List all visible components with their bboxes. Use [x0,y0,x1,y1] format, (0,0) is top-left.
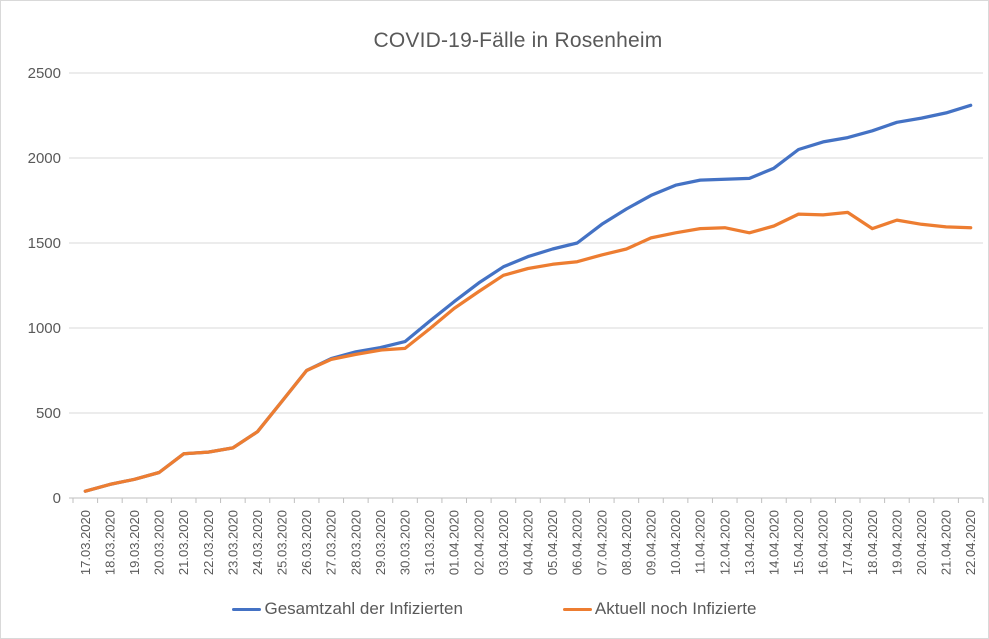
x-tick-label: 24.03.2020 [250,510,265,575]
legend-marker-orange-line-icon [562,607,592,611]
x-tick-label: 21.03.2020 [176,510,191,575]
x-axis-labels: 17.03.2020 18.03.2020 19.03.2020 20.03.2020… [78,510,978,575]
x-tick-label: 31.03.2020 [422,510,437,575]
gridlines [69,72,983,414]
x-tick-label: 13.04.2020 [742,510,757,575]
y-tick-label: 2000 [28,150,61,167]
x-axis [69,497,984,503]
chart-title: COVID-19-Fälle in Rosenheim [373,29,663,52]
x-tick-label: 23.03.2020 [225,510,240,575]
legend: Gesamtzahl der Infizierten Aktuell noch … [1,599,988,619]
x-tick-label: 05.04.2020 [545,510,560,575]
legend-item-gesamtzahl: Gesamtzahl der Infizierten [232,599,463,619]
x-tick-label: 16.04.2020 [816,510,831,575]
line-plot: 0 500 1000 1500 2000 2500 17.03.2020 18.03.2020… [28,65,984,575]
series-line-1 [83,210,973,493]
x-tick-label: 04.04.2020 [521,510,536,575]
x-tick-label: 19.03.2020 [127,510,142,575]
x-tick-label: 20.03.2020 [152,510,167,575]
x-tick-label: 11.04.2020 [693,510,708,574]
x-tick-label: 28.03.2020 [348,510,363,575]
x-tick-label: 06.04.2020 [570,510,585,575]
x-tick-label: 17.03.2020 [78,510,93,575]
x-tick-label: 02.04.2020 [471,510,486,575]
x-tick-label: 21.04.2020 [939,510,954,575]
x-tick-label: 01.04.2020 [447,510,462,575]
x-tick-label: 22.03.2020 [201,510,216,575]
y-tick-label: 2500 [28,65,61,82]
legend-marker-blue-line-icon [232,607,262,611]
x-tick-label: 27.03.2020 [324,510,339,575]
x-tick-label: 09.04.2020 [643,510,658,575]
legend-label-aktuell: Aktuell noch Infizierte [594,599,757,618]
series-line-0 [83,103,973,493]
y-axis-labels: 0 500 1000 1500 2000 2500 [28,65,61,507]
y-tick-label: 0 [53,490,61,507]
x-tick-label: 19.04.2020 [889,510,904,575]
x-tick-label: 07.04.2020 [594,510,609,575]
y-tick-label: 1000 [28,320,61,337]
x-tick-label: 15.04.2020 [791,510,806,575]
y-tick-label: 1500 [28,235,61,252]
x-tick-label: 08.04.2020 [619,510,634,575]
x-tick-label: 29.03.2020 [373,510,388,575]
x-tick-label: 14.04.2020 [766,510,781,575]
x-tick-label: 26.03.2020 [299,510,314,575]
x-tick-label: 25.03.2020 [275,510,290,575]
x-tick-label: 18.03.2020 [102,510,117,575]
x-tick-label: 20.04.2020 [914,510,929,575]
x-tick-label: 03.04.2020 [496,510,511,575]
x-tick-label: 18.04.2020 [865,510,880,575]
legend-item-aktuell: Aktuell noch Infizierte [562,599,757,619]
x-tick-label: 17.04.2020 [840,510,855,575]
y-tick-label: 500 [36,405,61,422]
x-tick-label: 10.04.2020 [668,510,683,575]
x-tick-label: 22.04.2020 [963,510,978,575]
x-tick-label: 30.03.2020 [398,510,413,575]
legend-label-gesamtzahl: Gesamtzahl der Infizierten [264,599,463,618]
x-tick-label: 12.04.2020 [717,510,732,575]
